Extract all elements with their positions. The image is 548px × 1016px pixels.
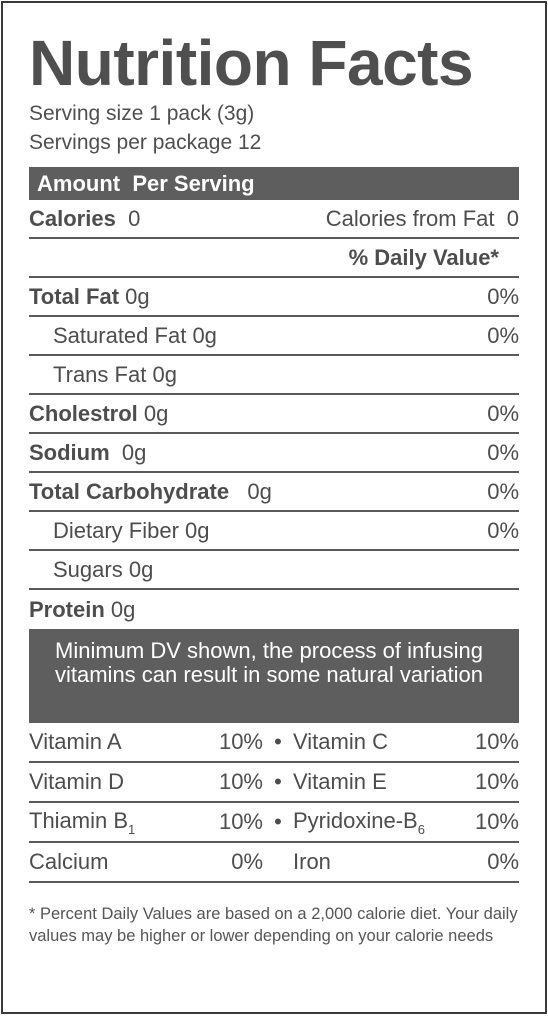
nutrient-label: Dietary Fiber: [53, 517, 179, 543]
daily-value-header: % Daily Value*: [29, 239, 519, 278]
nutrient-label: Total Fat: [29, 283, 120, 309]
vitamin-dv: 0%: [487, 849, 519, 874]
footnote: * Percent Daily Values are based on a 2,…: [29, 905, 518, 945]
nutrient-amount: 0g: [192, 322, 217, 348]
nutrient-row-sugars: Sugars 0g: [29, 551, 519, 590]
vitamin-name: Vitamin E: [293, 769, 387, 794]
calories-value: 0: [128, 205, 141, 231]
vitamin-name: Iron: [293, 849, 331, 874]
vitamin-name: Calcium: [29, 849, 109, 874]
bullet-separator: •: [274, 809, 282, 834]
vitamin-name: Vitamin A: [29, 729, 122, 754]
nutrient-amount: 0g: [125, 283, 150, 309]
nutrient-amount: 0g: [152, 361, 177, 387]
vitamin-name: Vitamin D: [29, 769, 124, 794]
nutrient-label: Protein: [29, 596, 105, 622]
nutrient-amount: 0g: [185, 517, 210, 543]
vitamin-dv: 0%: [231, 849, 263, 874]
vitamin-dv: 10%: [218, 769, 263, 794]
nutrient-dv: 0%: [487, 283, 519, 309]
nutrient-label: Total Carbohydrate: [29, 478, 230, 504]
calories-from-fat-value: 0: [506, 205, 519, 231]
nutrient-row-saturated-fat: Saturated Fat 0g 0%: [29, 317, 519, 356]
nutrient-row-sodium: Sodium 0g 0%: [29, 434, 519, 473]
subscript: 6: [417, 821, 425, 837]
serving-size: Serving size 1 pack (3g): [29, 102, 255, 125]
vitamin-name: Thiamin B1: [29, 808, 205, 837]
vitamin-row: Vitamin D 10% • Vitamin E 10%: [29, 763, 519, 803]
nutrient-row-cholestrol: Cholestrol 0g 0%: [29, 395, 519, 434]
label-title: Nutrition Facts: [29, 27, 474, 99]
amount-per-serving-bar: Amount Per Serving: [29, 167, 519, 200]
nutrient-row-total-fat: Total Fat 0g 0%: [29, 278, 519, 317]
nutrient-amount: 0g: [110, 596, 136, 622]
nutrient-dv: 0%: [487, 517, 519, 543]
nutrient-label: Cholestrol: [29, 400, 138, 426]
vitamin-row: Thiamin B1 10% • Pyridoxine-B6 10%: [29, 803, 519, 843]
nutrient-amount: 0g: [143, 400, 169, 426]
servings-per-package: Servings per package 12: [29, 131, 262, 154]
vitamin-name: Pyridoxine-B6: [293, 808, 461, 837]
vitamin-dv: 10%: [474, 769, 519, 794]
vitamin-row: Calcium 0% Iron 0%: [29, 843, 519, 883]
nutrient-amount: 0g: [121, 439, 147, 465]
calories-from-fat: Calories from Fat 0: [326, 206, 519, 232]
nutrient-dv: 0%: [487, 478, 519, 504]
vitamin-note: Minimum DV shown, the process of infusin…: [29, 629, 519, 723]
nutrient-dv: 0%: [487, 400, 519, 426]
bullet-separator: •: [274, 729, 282, 754]
nutrient-label: Sugars: [53, 556, 123, 582]
vitamin-dv: 10%: [218, 809, 263, 834]
nutrient-row-dietary-fiber: Dietary Fiber 0g 0%: [29, 512, 519, 551]
bullet-separator: •: [274, 769, 282, 794]
nutrient-label: Trans Fat: [53, 361, 147, 387]
nutrient-label: Saturated Fat: [53, 322, 187, 348]
subscript: 1: [128, 821, 136, 837]
vitamin-name-text: Pyridoxine-B: [293, 807, 418, 833]
nutrient-row-total-carbohydrate: Total Carbohydrate 0g 0%: [29, 473, 519, 512]
nutrient-dv: 0%: [487, 439, 519, 465]
calories-from-fat-label: Calories from Fat: [325, 205, 495, 231]
nutrient-amount: 0g: [247, 478, 272, 504]
calories-row: Calories 0 Calories from Fat 0: [29, 200, 519, 239]
vitamin-dv: 10%: [474, 809, 519, 834]
calories: Calories 0: [29, 206, 140, 232]
vitamin-name: Vitamin C: [293, 729, 388, 754]
calories-label: Calories: [29, 205, 116, 231]
nutrient-row-trans-fat: Trans Fat 0g: [29, 356, 519, 395]
nutrient-row-protein: Protein 0g: [29, 590, 519, 629]
vitamin-dv: 10%: [218, 729, 263, 754]
nutrient-dv: 0%: [487, 322, 519, 348]
vitamin-row: Vitamin A 10% • Vitamin C 10%: [29, 723, 519, 763]
nutrient-label: Sodium: [29, 439, 110, 465]
vitamin-dv: 10%: [474, 729, 519, 754]
nutrient-amount: 0g: [128, 556, 154, 582]
vitamin-name-text: Thiamin B: [29, 807, 129, 833]
